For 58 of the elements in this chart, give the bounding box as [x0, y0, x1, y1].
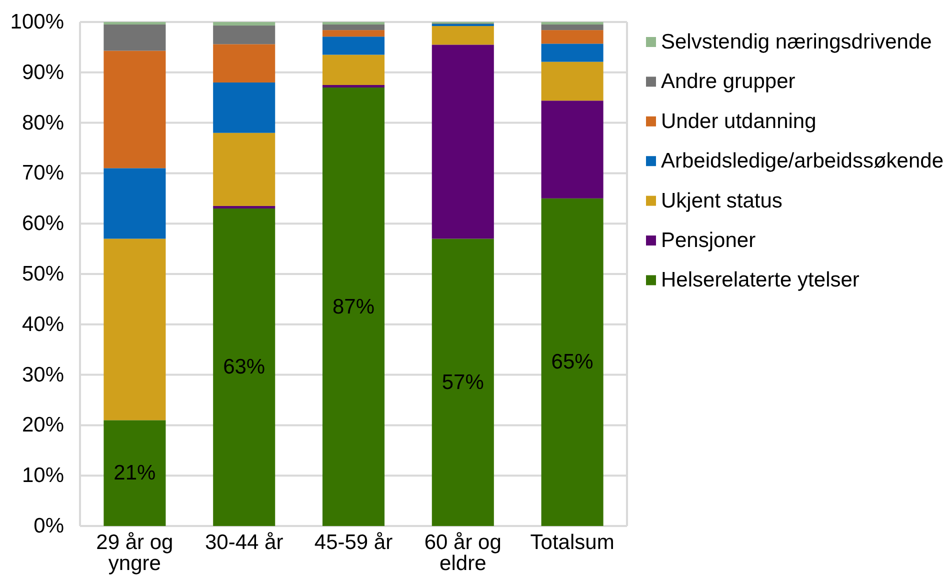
bar [322, 36, 385, 55]
bar [213, 44, 276, 82]
data-label: 57% [442, 370, 484, 394]
bar [104, 22, 166, 25]
legend-label: Andre grupper [661, 70, 796, 94]
bar [104, 24, 166, 51]
y-tick-label: 60% [22, 212, 64, 236]
y-tick-label: 40% [22, 312, 64, 336]
bar [541, 62, 604, 101]
x-tick-label: 45-59 år [314, 530, 393, 554]
bar [541, 44, 604, 62]
data-label: 21% [114, 462, 156, 485]
legend-label: Helserelaterte ytelser [661, 268, 860, 292]
bar [104, 168, 166, 239]
bar [541, 198, 604, 526]
y-tick-label: 80% [22, 111, 64, 134]
bar [322, 22, 385, 25]
bar [541, 30, 604, 44]
y-tick-label: 0% [34, 514, 64, 538]
bar [104, 420, 166, 526]
legend-label: Selvstendig næringsdrivende [661, 30, 932, 54]
y-tick-label: 90% [22, 60, 64, 84]
x-tick-label: 29 år og yngre [96, 530, 174, 574]
bar [213, 132, 276, 206]
data-label: 87% [332, 295, 375, 318]
bar [213, 208, 276, 526]
bar [541, 24, 604, 30]
bar [432, 238, 494, 526]
bar [322, 85, 385, 88]
y-tick-label: 50% [22, 262, 64, 286]
legend-label: Arbeidsledige/arbeidssøkende [661, 150, 944, 173]
bar [322, 88, 385, 526]
bar [541, 22, 604, 25]
data-label: 65% [551, 350, 594, 374]
bar [213, 22, 276, 26]
y-tick-label: 70% [22, 162, 64, 185]
bar [432, 26, 494, 45]
bar [432, 44, 494, 239]
bar [541, 100, 604, 198]
bar [213, 26, 276, 44]
bar [213, 206, 276, 208]
bar [322, 54, 385, 85]
data-label: 63% [223, 356, 266, 379]
y-tick-label: 20% [22, 414, 64, 437]
bar [104, 238, 166, 420]
legend-label: Under utdanning [661, 110, 816, 133]
bar [213, 82, 276, 133]
x-tick-label: Totalsum [530, 530, 614, 554]
bar [104, 50, 166, 168]
x-tick-label: 30-44 år [204, 530, 284, 554]
y-tick-label: 100% [10, 10, 64, 34]
bar [322, 30, 385, 37]
legend-label: Pensjoner [661, 229, 756, 252]
y-tick-label: 10% [22, 464, 64, 488]
y-tick-label: 30% [22, 363, 64, 386]
legend-label: Ukjent status [661, 189, 782, 212]
x-tick-label: 60 år og eldre [424, 530, 502, 574]
bar [322, 24, 385, 30]
